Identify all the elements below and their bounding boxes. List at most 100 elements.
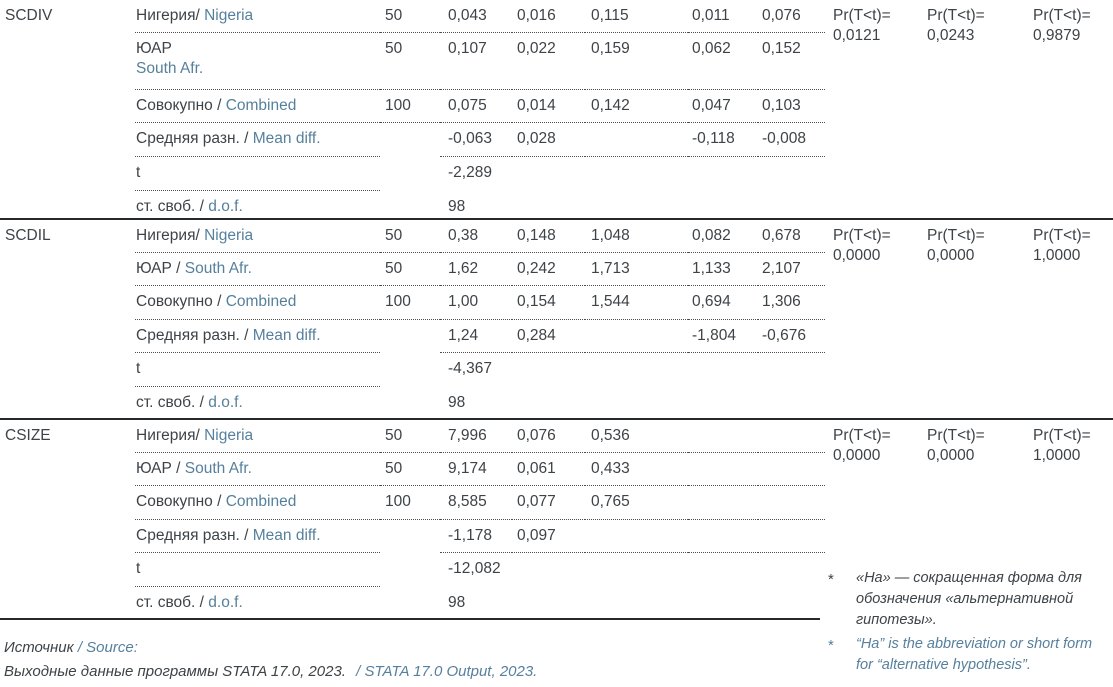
group-label-ru: ЮАР / <box>136 460 181 477</box>
t-value-cell: -2,289 <box>448 164 492 181</box>
se-cell: 0,028 <box>512 123 585 157</box>
footnote-text-en: “Ha” is the abbreviation or short form f… <box>856 636 1093 674</box>
se-cell: 0,284 <box>512 320 585 353</box>
group-label: ЮАР / South Afr. <box>135 253 380 286</box>
mean-cell: 0,107 <box>440 33 512 90</box>
group-label: Совокупно / Combined <box>135 486 380 520</box>
mean-cell: 9,174 <box>440 453 512 486</box>
table-bottom-rule <box>0 618 820 620</box>
group-label-en: Nigeria <box>204 7 254 24</box>
dof-row-label: ст. своб. / d.o.f. <box>135 191 380 218</box>
t-value-cell: -12,082 <box>448 560 501 577</box>
obs-cell <box>380 520 440 553</box>
ci-low-cell: 0,011 <box>688 0 758 33</box>
group-label-en: Nigeria <box>204 427 254 444</box>
footnote-en: * “Ha” is the abbreviation or short form… <box>828 634 1110 676</box>
dof-row-label: ст. своб. / d.o.f. <box>135 587 380 618</box>
se-cell: 0,014 <box>512 90 585 123</box>
t-value-cell: -4,367 <box>448 360 492 377</box>
group-label-ru: Нигерия/ <box>136 227 200 244</box>
pr-value: 0,0000 <box>833 446 881 464</box>
se-cell: 0,154 <box>512 286 585 320</box>
group-label-en: South Afr. <box>184 460 252 477</box>
pr-value: 1,0000 <box>1033 246 1081 264</box>
pr-label: Pr(T<t)= <box>833 7 891 24</box>
pr-cell: Pr(T<t)= 0,0000 <box>825 220 925 286</box>
mean-cell: 8,585 <box>440 486 512 520</box>
source-label-ru: Источник <box>4 639 74 656</box>
mean-cell: 0,043 <box>440 0 512 33</box>
ci-high-cell <box>758 453 825 486</box>
obs-cell: 50 <box>380 253 440 286</box>
mean-cell: 0,075 <box>440 90 512 123</box>
t-row-label: t <box>135 157 380 191</box>
obs-cell: 100 <box>380 90 440 123</box>
se-cell: 0,016 <box>512 0 585 33</box>
sd-cell: 1,713 <box>585 253 688 286</box>
sd-cell: 0,765 <box>585 486 688 520</box>
group-label-en: Mean diff. <box>252 130 321 147</box>
group-label-ru: ЮАР <box>136 40 172 57</box>
ci-high-cell <box>758 520 825 553</box>
obs-cell: 100 <box>380 286 440 320</box>
t-row-label: t <box>135 353 380 387</box>
section-csize: CSIZE Нигерия/ Nigeria 50 7,996 0,076 0,… <box>0 418 1113 618</box>
group-label: Средняя разн. / Mean diff. <box>135 320 380 353</box>
section-scdil: SCDIL Нигерия/ Nigeria 50 0,38 0,148 1,0… <box>0 218 1113 418</box>
se-cell: 0,061 <box>512 453 585 486</box>
group-label-en: Mean diff. <box>252 527 321 544</box>
ci-low-cell <box>688 486 758 520</box>
ci-low-cell: 1,133 <box>688 253 758 286</box>
mean-cell: 0,38 <box>440 220 512 253</box>
ci-high-cell: 0,678 <box>758 220 825 253</box>
group-label: Средняя разн. / Mean diff. <box>135 520 380 553</box>
sd-cell <box>585 520 688 553</box>
ci-low-cell: -0,118 <box>688 123 758 157</box>
obs-cell: 100 <box>380 486 440 520</box>
dof-value-cell: 98 <box>448 198 466 215</box>
sd-cell <box>585 320 688 353</box>
ci-low-cell <box>688 420 758 453</box>
ci-low-cell: 0,694 <box>688 286 758 320</box>
group-label-ru: Совокупно / <box>136 493 222 510</box>
group-label: Нигерия/ Nigeria <box>135 0 380 33</box>
mean-cell: -1,178 <box>440 520 512 553</box>
pr-label: Pr(T<t)= <box>927 427 985 444</box>
pr-cell: Pr(T<t)= 0,0000 <box>925 420 1030 486</box>
source-text-ru: Выходные данные программы STATA 17.0, 20… <box>4 663 346 681</box>
obs-cell <box>380 123 440 157</box>
pr-label: Pr(T<t)= <box>927 227 985 244</box>
group-label: Нигерия/ Nigeria <box>135 220 380 253</box>
group-label-ru: Средняя разн. / <box>136 327 249 344</box>
dof-value-cell: 98 <box>448 594 466 611</box>
group-label-en: Combined <box>225 97 297 114</box>
se-cell: 0,242 <box>512 253 585 286</box>
ci-low-cell: 0,082 <box>688 220 758 253</box>
section-scdiv: SCDIV Нигерия/ Nigeria 50 0,043 0,016 0,… <box>0 0 1113 218</box>
group-label-ru: ЮАР / <box>136 260 181 277</box>
obs-cell: 50 <box>380 33 440 90</box>
dof-row-label: ст. своб. / d.o.f. <box>135 387 380 418</box>
group-label-en: Mean diff. <box>252 327 321 344</box>
group-label: Совокупно / Combined <box>135 90 380 123</box>
pr-cell: Pr(T<t)= 0,0121 <box>825 0 925 90</box>
source-line-2: Выходные данные программы STATA 17.0, 20… <box>4 660 537 684</box>
ci-low-cell <box>688 453 758 486</box>
asterisk-marker: * <box>828 637 834 655</box>
pr-label: Pr(T<t)= <box>1033 227 1091 244</box>
footnote-ru: * «На» — сокращенная форма для обозначен… <box>828 568 1110 631</box>
dof-label-en: d.o.f. <box>208 198 243 215</box>
pr-value: 0,0000 <box>833 246 881 264</box>
mean-cell: 1,24 <box>440 320 512 353</box>
ci-low-cell: 0,062 <box>688 33 758 90</box>
variable-label: SCDIV <box>5 7 53 24</box>
obs-cell: 50 <box>380 0 440 33</box>
t-row-label: t <box>135 553 380 587</box>
pr-cell: Pr(T<t)= 0,0000 <box>925 220 1030 286</box>
obs-cell: 50 <box>380 420 440 453</box>
dof-label-ru: ст. своб. / <box>136 394 204 411</box>
ci-low-cell: 0,047 <box>688 90 758 123</box>
group-label-en: Combined <box>225 293 297 310</box>
ci-high-cell: -0,008 <box>758 123 825 157</box>
